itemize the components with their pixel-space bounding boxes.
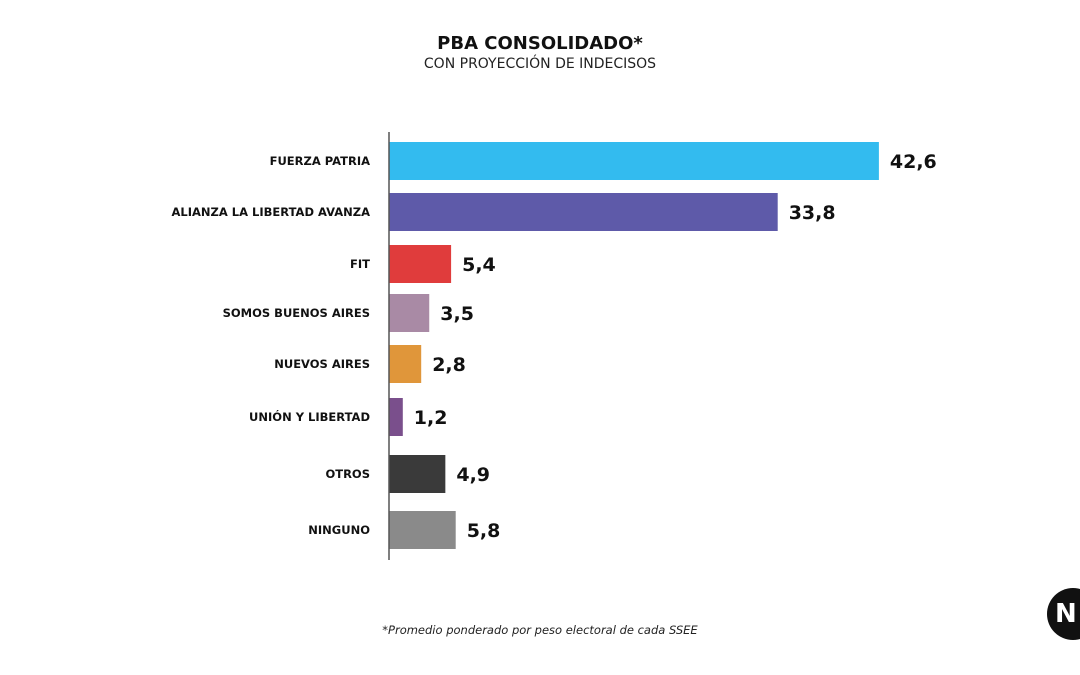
category-label: OTROS <box>325 467 370 481</box>
value-label: 42,6 <box>890 151 937 173</box>
category-label: SOMOS BUENOS AIRES <box>223 306 370 320</box>
bar <box>389 345 422 383</box>
category-label: FIT <box>350 257 370 271</box>
bar <box>389 245 452 283</box>
bar <box>389 193 778 231</box>
value-label: 5,4 <box>462 254 496 276</box>
value-label: 33,8 <box>789 202 836 224</box>
category-label: ALIANZA LA LIBERTAD AVANZA <box>172 205 371 219</box>
bar <box>389 142 879 180</box>
category-label: NUEVOS AIRES <box>274 357 370 371</box>
value-label: 5,8 <box>467 520 501 542</box>
value-label: 2,8 <box>432 354 466 376</box>
category-label: FUERZA PATRIA <box>270 154 371 168</box>
category-label: UNIÓN Y LIBERTAD <box>249 409 370 424</box>
chart-title: PBA CONSOLIDADO* <box>437 33 643 54</box>
chart-subtitle: CON PROYECCIÓN DE INDECISOS <box>423 56 657 72</box>
value-label: 4,9 <box>456 464 490 486</box>
value-label: 1,2 <box>414 407 448 429</box>
footnote: *Promedio ponderado por peso electoral d… <box>382 623 698 637</box>
category-label: NINGUNO <box>308 523 370 537</box>
bar <box>389 398 403 436</box>
value-label: 3,5 <box>440 303 474 325</box>
bar <box>389 294 430 332</box>
bar <box>389 511 456 549</box>
bar <box>389 455 446 493</box>
